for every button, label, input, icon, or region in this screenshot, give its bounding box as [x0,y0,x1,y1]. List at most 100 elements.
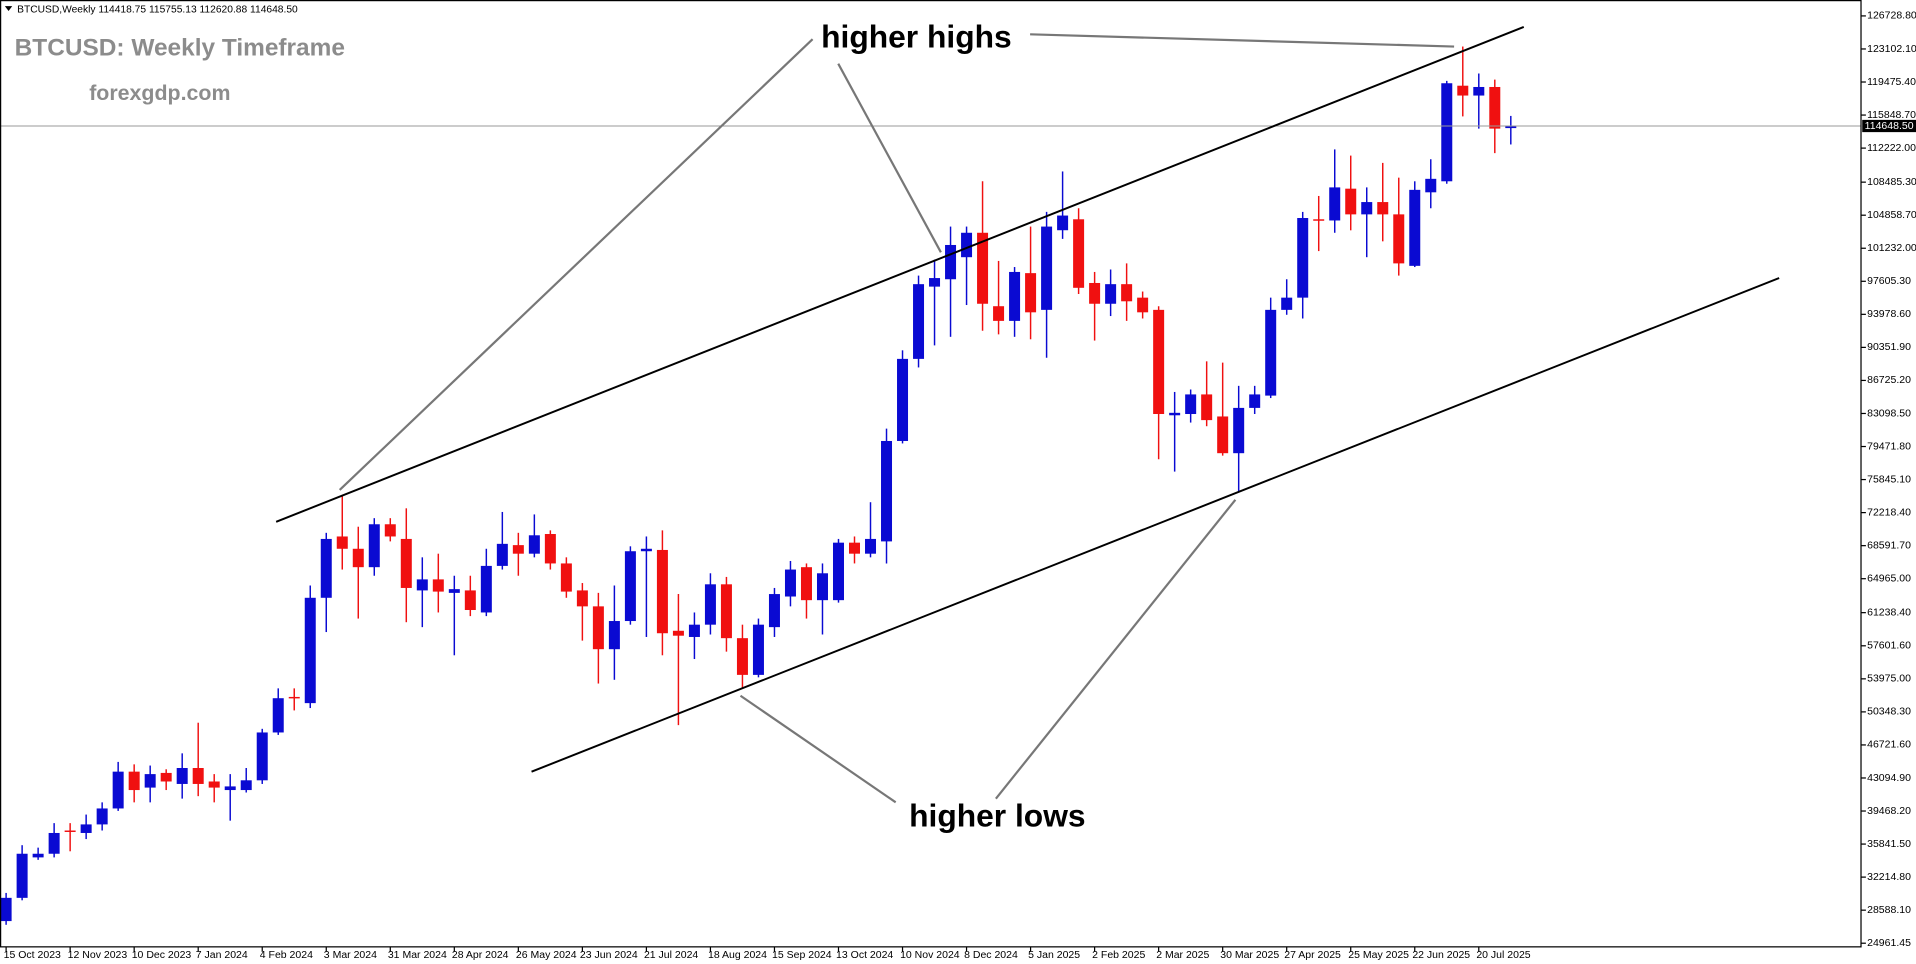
candle-body [704,584,716,625]
candle-body [736,638,748,675]
y-tick-label: 112222.00 [1867,142,1916,154]
candle-body [1089,282,1101,304]
candle-body [512,545,524,554]
candle-body [1345,188,1357,215]
candle-body [832,542,844,601]
candle-body [800,567,812,601]
chart-subtitle: forexgdp.com [89,81,230,105]
candle-body [1233,407,1245,454]
candle-body [320,538,332,598]
candle-body [865,538,877,554]
candle-body [1105,284,1117,304]
candle-body [1025,273,1037,313]
x-tick-label: 12 Nov 2023 [68,949,128,961]
candle-body [192,768,204,784]
y-tick-label: 24961.45 [1867,937,1911,949]
candle-body [1393,214,1405,264]
annotation: higher lows [909,798,1085,834]
last-price-box [1862,119,1916,133]
candle-body [977,232,989,304]
pointer-line [739,694,897,804]
candle-body [816,573,828,601]
candle-body [1377,202,1389,215]
candle-body [1313,219,1325,221]
chart-header: BTCUSD,Weekly 114418.75 115755.13 112620… [17,5,298,16]
candle-body [1473,86,1485,96]
candle-body [640,548,652,552]
candle-body [288,696,300,699]
candle-body [1409,189,1421,266]
candle-body [224,786,236,791]
y-tick-label: 64965.00 [1867,572,1911,584]
pointer-line [995,499,1237,800]
y-tick-label: 115848.70 [1867,109,1916,121]
candle-body [993,306,1005,321]
candle-body [672,630,684,636]
candle-body [1073,219,1085,288]
x-tick-label: 26 May 2024 [516,949,577,961]
candle-body [1297,218,1309,298]
candle-body [256,732,268,781]
candle-body [592,606,604,650]
lower-trend-line [531,277,1780,773]
plot-frame [0,0,1862,948]
candle-body [176,768,188,784]
candle-body [961,232,973,258]
candle-body [368,524,380,568]
candle-body [1201,394,1213,421]
candle-body [688,624,700,637]
candle-body [624,551,636,622]
candle-body [544,534,556,564]
y-tick-label: 61238.40 [1867,606,1911,618]
x-tick-label: 22 Jun 2025 [1412,949,1470,961]
candle-body [1265,309,1277,396]
candle-body [1425,178,1437,193]
candle-body [16,853,28,898]
y-tick-label: 79471.80 [1867,440,1911,452]
candle-body [0,897,12,922]
candle-body [1169,412,1181,416]
candle-body [112,771,124,809]
candle-body [1281,297,1293,310]
pointer-line [338,38,814,491]
x-tick-label: 25 May 2025 [1348,949,1409,961]
candle-body [336,536,348,549]
candle-body [913,284,925,359]
y-tick-label: 97605.30 [1867,275,1911,287]
candle-body [1217,416,1229,454]
candle-body [80,824,92,833]
candle-body [352,548,364,568]
y-tick-label: 43094.90 [1867,772,1911,784]
candle-body [464,590,476,611]
candle-body [48,832,60,854]
candle-body [768,594,780,628]
candle-body [272,698,284,733]
candle-body [849,542,861,554]
x-tick-label: 28 Apr 2024 [452,949,509,961]
x-tick-label: 15 Sep 2024 [772,949,832,961]
y-tick-label: 86725.20 [1867,374,1911,386]
y-tick-label: 119475.40 [1867,76,1916,88]
x-tick-label: 4 Feb 2024 [260,949,313,961]
candle-body [560,563,572,592]
candle-body [432,579,444,592]
candle-body [1457,85,1469,96]
x-tick-label: 10 Dec 2023 [132,949,192,961]
candle-body [656,549,668,634]
candle-body [1153,309,1165,415]
candle-body [752,624,764,675]
x-tick-label: 21 Jul 2024 [644,949,698,961]
y-tick-label: 93978.60 [1867,308,1911,320]
candle-body [1041,226,1053,310]
annotation: higher highs [821,19,1012,55]
candle-body [1361,202,1373,215]
x-tick-label: 20 Jul 2025 [1476,949,1530,961]
y-tick-label: 68591.70 [1867,539,1911,551]
y-tick-label: 39468.20 [1867,805,1911,817]
y-tick-label: 104858.70 [1867,209,1916,221]
candle-body [576,590,588,607]
x-tick-label: 2 Mar 2025 [1156,949,1209,961]
candle-body [881,440,893,542]
